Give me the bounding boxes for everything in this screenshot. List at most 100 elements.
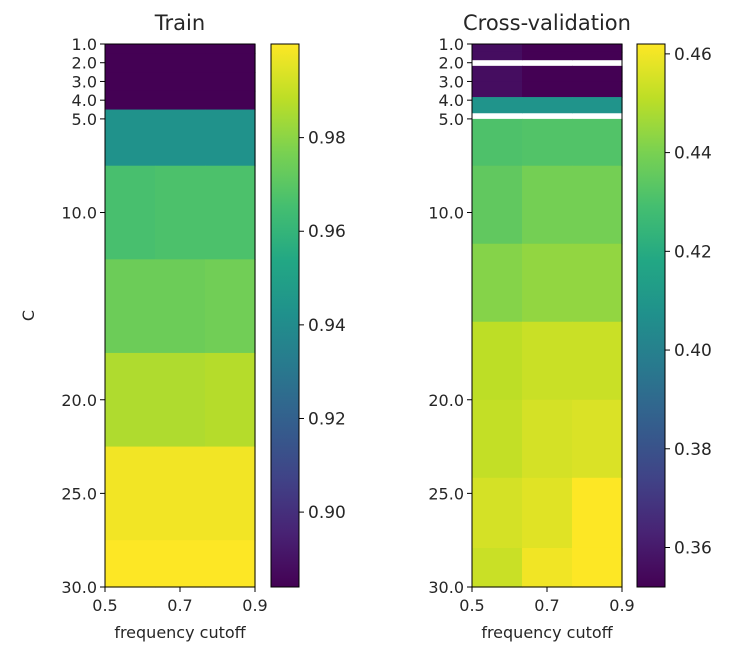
colorbar-tick-label: 0.38 bbox=[674, 440, 712, 460]
heatmap-cell bbox=[105, 540, 156, 588]
heatmap-cell bbox=[205, 44, 256, 54]
heatmap-cell bbox=[522, 243, 573, 323]
colorbar-tick-label: 0.90 bbox=[308, 503, 346, 523]
colorbar-tick-label: 0.96 bbox=[308, 222, 346, 242]
y-tick-label: 5.0 bbox=[72, 110, 97, 129]
y-tick-label: 3.0 bbox=[72, 72, 97, 91]
y-tick-label: 1.0 bbox=[439, 35, 464, 54]
heatmap-cell bbox=[105, 446, 156, 541]
heatmap-cell bbox=[105, 53, 156, 73]
y-tick-label: 2.0 bbox=[72, 54, 97, 73]
y-tick-label: 10.0 bbox=[428, 204, 464, 223]
heatmap-cell bbox=[522, 165, 573, 245]
colorbar-tick-label: 0.94 bbox=[308, 316, 346, 336]
heatmap-cell bbox=[472, 44, 523, 53]
colorbar-tick-label: 0.92 bbox=[308, 409, 346, 429]
chart-title: Cross-validation bbox=[463, 11, 631, 35]
colorbar-tick-label: 0.98 bbox=[308, 129, 346, 149]
y-tick-label: 10.0 bbox=[61, 204, 97, 223]
y-tick-label: 20.0 bbox=[61, 391, 97, 410]
heatmap-cell bbox=[572, 97, 623, 114]
heatmap-cell bbox=[105, 90, 156, 111]
heatmap-cell bbox=[572, 118, 623, 167]
x-tick-label: 0.9 bbox=[242, 596, 267, 615]
x-tick-label: 0.9 bbox=[609, 596, 634, 615]
colorbar bbox=[270, 43, 300, 588]
heatmap-cell bbox=[472, 65, 523, 83]
heatmap-cell bbox=[572, 81, 623, 98]
heatmap-cell bbox=[572, 399, 623, 479]
colorbar-tick-label: 0.44 bbox=[674, 144, 712, 164]
heatmap-cell bbox=[572, 44, 623, 53]
heatmap-cell bbox=[522, 81, 573, 98]
y-tick-label: 4.0 bbox=[72, 91, 97, 110]
y-tick-label: 20.0 bbox=[428, 391, 464, 410]
heatmap-cell bbox=[572, 477, 623, 557]
colorbar-tick-label: 0.40 bbox=[674, 341, 712, 361]
heatmap-cell bbox=[155, 44, 206, 54]
y-tick-label: 2.0 bbox=[439, 54, 464, 73]
x-axis-label: frequency cutoff bbox=[481, 623, 613, 642]
heatmap-cell bbox=[472, 165, 523, 245]
heatmap-cell bbox=[572, 165, 623, 245]
y-tick-label: 5.0 bbox=[439, 110, 464, 129]
heatmap-cell bbox=[105, 259, 156, 354]
heatmap-cell bbox=[472, 399, 523, 479]
x-tick-label: 0.5 bbox=[459, 596, 484, 615]
heatmap-cell bbox=[155, 90, 206, 111]
heatmap-cell bbox=[205, 446, 256, 541]
heatmap-cell bbox=[155, 259, 206, 354]
y-tick-label: 1.0 bbox=[72, 35, 97, 54]
heatmap-cell bbox=[472, 51, 523, 61]
x-axis-label: frequency cutoff bbox=[114, 623, 246, 642]
y-axis-label: C bbox=[19, 310, 38, 321]
heatmap-cell bbox=[522, 477, 573, 557]
heatmap-cell bbox=[155, 446, 206, 541]
heatmap-cell bbox=[472, 243, 523, 323]
heatmap-panel-1: Train 1.02.03.04.05.0 10.0 20.0 25.0 30.00.5 0… bbox=[19, 11, 346, 642]
colorbar-tick-label: 0.46 bbox=[674, 45, 712, 65]
heatmap-cell bbox=[472, 118, 523, 167]
heatmap-cell bbox=[155, 540, 206, 588]
heatmap-cell bbox=[522, 118, 573, 167]
heatmap-cell bbox=[472, 321, 523, 401]
heatmap-cell bbox=[572, 321, 623, 401]
colorbar-tick-label: 0.36 bbox=[674, 539, 712, 559]
y-tick-label: 4.0 bbox=[439, 91, 464, 110]
heatmap-cell bbox=[205, 90, 256, 111]
x-tick-label: 0.5 bbox=[92, 596, 117, 615]
heatmap-cell bbox=[205, 259, 256, 354]
heatmap-cell bbox=[522, 321, 573, 401]
heatmap-cell bbox=[205, 109, 256, 167]
heatmap-cell bbox=[522, 97, 573, 114]
y-tick-label: 25.0 bbox=[428, 484, 464, 503]
heatmap-cell bbox=[472, 81, 523, 98]
heatmap-cell bbox=[205, 352, 256, 448]
y-tick-label: 30.0 bbox=[61, 578, 97, 597]
x-tick-label: 0.7 bbox=[534, 596, 559, 615]
heatmap-cell bbox=[522, 399, 573, 479]
y-tick-label: 30.0 bbox=[428, 578, 464, 597]
heatmap-cell bbox=[472, 477, 523, 557]
heatmap-cell bbox=[522, 44, 573, 53]
heatmap-cell bbox=[572, 547, 623, 588]
y-tick-label: 25.0 bbox=[61, 484, 97, 503]
y-tick-label: 3.0 bbox=[439, 72, 464, 91]
heatmap-cell bbox=[105, 352, 156, 448]
heatmap-cell bbox=[205, 72, 256, 92]
colorbar-tick-label: 0.42 bbox=[674, 242, 712, 262]
heatmap-cell bbox=[472, 547, 523, 588]
heatmap-cell bbox=[155, 53, 206, 73]
heatmap-cell bbox=[572, 243, 623, 323]
heatmap-cell bbox=[155, 109, 206, 167]
heatmap-cell bbox=[205, 165, 256, 260]
chart-title: Train bbox=[154, 11, 205, 35]
heatmap-cell bbox=[572, 51, 623, 61]
heatmap-cell bbox=[522, 51, 573, 61]
heatmap-cell bbox=[105, 44, 156, 54]
heatmap-cell bbox=[472, 97, 523, 114]
heatmap-cell bbox=[155, 72, 206, 92]
colorbar bbox=[636, 43, 666, 588]
